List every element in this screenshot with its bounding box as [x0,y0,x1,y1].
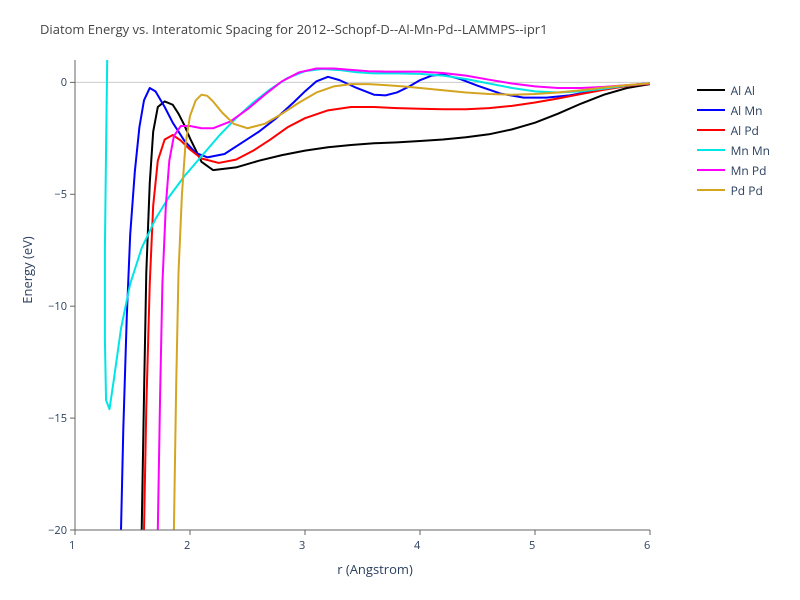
y-tick-label: −20 [48,523,67,538]
legend-swatch [697,109,725,111]
legend-label: Mn Mn [731,142,770,159]
series-mn-mn[interactable] [105,60,650,409]
legend-item-pd-pd[interactable]: Pd Pd [697,180,770,200]
series-al-al[interactable] [142,84,650,530]
y-axis-label: Energy (eV) [18,200,36,340]
legend-item-al-al[interactable]: Al Al [697,80,770,100]
legend-label: Al Pd [731,122,759,139]
x-tick-label: 4 [414,538,420,553]
y-tick-label: −5 [54,187,67,202]
legend-label: Al Al [731,82,755,99]
x-axis-label: r (Angstrom) [300,560,450,578]
legend-item-al-mn[interactable]: Al Mn [697,100,770,120]
x-tick-label: 5 [529,538,535,553]
chart-title: Diatom Energy vs. Interatomic Spacing fo… [40,20,548,38]
legend-label: Pd Pd [731,182,763,199]
legend-swatch [697,169,725,171]
series-al-pd[interactable] [144,84,650,530]
y-tick-label: −15 [48,411,67,426]
x-tick-label: 1 [69,538,75,553]
series-pd-pd[interactable] [174,83,650,530]
legend[interactable]: Al Al Al Mn Al Pd Mn Mn Mn Pd Pd Pd [697,80,770,200]
x-tick-label: 6 [644,538,650,553]
legend-label: Mn Pd [731,162,767,179]
legend-item-mn-mn[interactable]: Mn Mn [697,140,770,160]
x-tick-label: 3 [299,538,305,553]
series-mn-pd[interactable] [158,69,650,531]
legend-item-al-pd[interactable]: Al Pd [697,120,770,140]
legend-swatch [697,189,725,191]
legend-swatch [697,129,725,131]
y-tick-label: 0 [61,75,67,90]
y-tick-label: −10 [48,299,67,314]
legend-swatch [697,149,725,151]
diatom-energy-chart: Diatom Energy vs. Interatomic Spacing fo… [0,0,800,600]
legend-swatch [697,89,725,91]
legend-label: Al Mn [731,102,763,119]
x-tick-label: 2 [184,538,190,553]
legend-item-mn-pd[interactable]: Mn Pd [697,160,770,180]
plot-area[interactable] [0,0,800,600]
